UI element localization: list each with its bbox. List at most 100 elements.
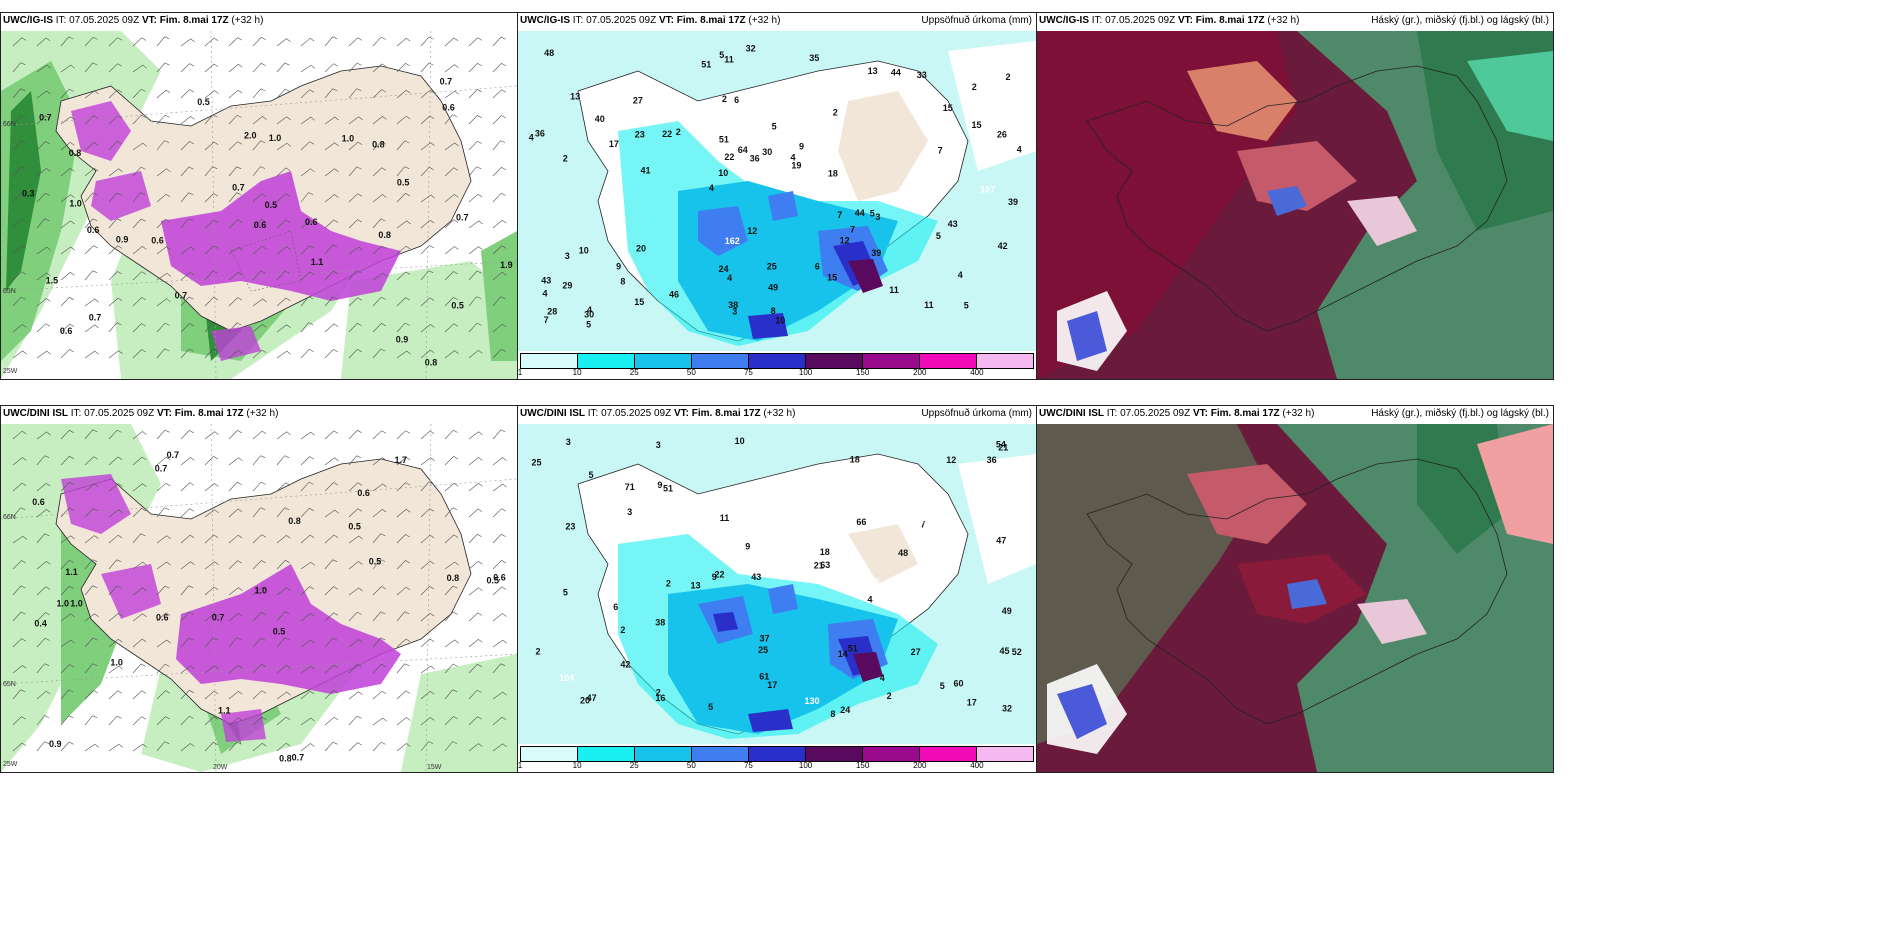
wind-barb <box>276 587 291 596</box>
precip-value-label: 4 <box>880 673 885 683</box>
cloud-map <box>1037 31 1553 379</box>
wind-barb <box>132 142 147 151</box>
wind-barb <box>60 535 75 544</box>
wind-barb <box>156 482 171 492</box>
wind-barb <box>108 297 123 307</box>
wind-barb <box>108 509 123 518</box>
precip-value-label: 0.6 <box>60 326 73 336</box>
wind-barb <box>468 508 483 518</box>
colorbar-swatch <box>578 354 635 368</box>
wind-barb <box>396 743 411 752</box>
wind-barb <box>468 220 483 229</box>
wind-barb <box>444 271 459 281</box>
wind-barb <box>180 689 194 700</box>
wind-barb <box>84 167 99 177</box>
wind-barb <box>300 322 314 333</box>
wind-barb <box>36 192 50 203</box>
wind-barb <box>84 483 99 492</box>
wind-barb <box>420 324 435 333</box>
wind-barb <box>228 717 243 726</box>
wind-barb <box>396 37 411 47</box>
wind-barb <box>396 271 411 281</box>
wind-barb <box>372 296 386 307</box>
precip-value-label: 32 <box>1002 704 1012 714</box>
wind-barb <box>444 611 458 622</box>
precip-value-label: 49 <box>768 283 778 293</box>
wind-barb <box>348 639 363 648</box>
wind-barb <box>36 533 50 544</box>
precip-value-label: 4 <box>709 183 714 193</box>
wind-barb <box>84 535 99 544</box>
wind-barb <box>420 741 434 752</box>
precip-value-label: 49 <box>1002 606 1012 616</box>
wind-barb <box>108 322 122 333</box>
wind-barb <box>84 715 98 726</box>
wind-barb <box>60 585 74 596</box>
precip-value-label: 113 <box>865 577 880 587</box>
wind-barb <box>108 559 122 570</box>
precip-value-label: 0.5 <box>397 178 410 188</box>
wind-barb <box>132 508 146 518</box>
precip-value-label: 1.7 <box>395 455 408 465</box>
wind-barb <box>12 507 26 518</box>
wind-barb <box>492 271 507 281</box>
wind-barb <box>108 715 122 726</box>
wind-barb <box>204 322 218 333</box>
wind-barb <box>276 431 291 440</box>
precip-value-label: 8 <box>620 277 625 287</box>
wind-barb <box>300 690 315 700</box>
wind-barb <box>252 534 267 544</box>
precip-value-label: 0.7 <box>155 464 168 474</box>
precip-value-label: 1.0 <box>57 599 70 609</box>
precip-value-label: 11 <box>720 513 730 523</box>
wind-barb <box>444 507 458 518</box>
accum-precip-map: 5 8 2 4 3 5 2 17 10 11 12 17 22 25 18 21 23 16 13 25 14 21 18 2… <box>518 424 1036 744</box>
wind-barb <box>324 509 339 518</box>
wind-barb <box>84 192 98 203</box>
wind-barb <box>132 456 147 466</box>
wind-barb <box>324 244 338 255</box>
wind-barb <box>444 246 459 255</box>
precip-value-label: 18 <box>828 169 838 179</box>
wind-barb <box>204 456 218 466</box>
wind-barb <box>156 348 170 359</box>
precip-value-label: 17 <box>967 698 977 708</box>
wind-barb <box>372 611 386 622</box>
precip-value-label: 2 <box>722 94 727 104</box>
precip-value-label: 0.5 <box>451 301 464 311</box>
wind-barb <box>108 168 123 177</box>
precip-value-label: 7 <box>837 210 842 220</box>
wind-barb <box>252 637 266 648</box>
wind-barb <box>108 140 122 151</box>
wind-barb <box>180 457 195 466</box>
colorbar-swatch <box>806 354 863 368</box>
colorbar-tick-label: 50 <box>686 368 696 377</box>
wind-barb <box>36 272 51 281</box>
precip-value-label: 22 <box>662 129 672 139</box>
precip-value-label: 7 <box>938 145 943 155</box>
precip-values: 0.70.60.50.70.51.00.60.50.40.81.00.90.70… <box>32 450 505 764</box>
precip-value-label: 0.8 <box>288 516 301 526</box>
wind-barb <box>372 586 386 596</box>
precip-value-label: 0.6 <box>442 102 455 112</box>
precip-value-label: 25 <box>758 645 768 655</box>
precip-value-label: 43 <box>948 219 958 229</box>
wind-barb <box>396 220 411 229</box>
wind-barb <box>228 114 242 125</box>
wind-barb <box>492 89 507 99</box>
wind-barb <box>420 690 435 700</box>
wind-barb <box>444 297 458 307</box>
wind-barb <box>324 116 339 125</box>
wind-barb <box>228 166 242 177</box>
precip-value-label: 38 <box>728 300 738 310</box>
wind-barb <box>228 219 243 229</box>
wind-barb <box>348 37 363 47</box>
wind-barb <box>276 742 291 752</box>
precip-value-label: 10 <box>775 316 785 326</box>
precip-value-label: 0.7 <box>39 112 52 122</box>
wind-barb <box>84 62 98 73</box>
wind-barb <box>156 246 171 255</box>
wind-barb <box>84 508 98 518</box>
wind-barb <box>324 664 339 674</box>
precip-value-label: 0.7 <box>175 291 188 301</box>
